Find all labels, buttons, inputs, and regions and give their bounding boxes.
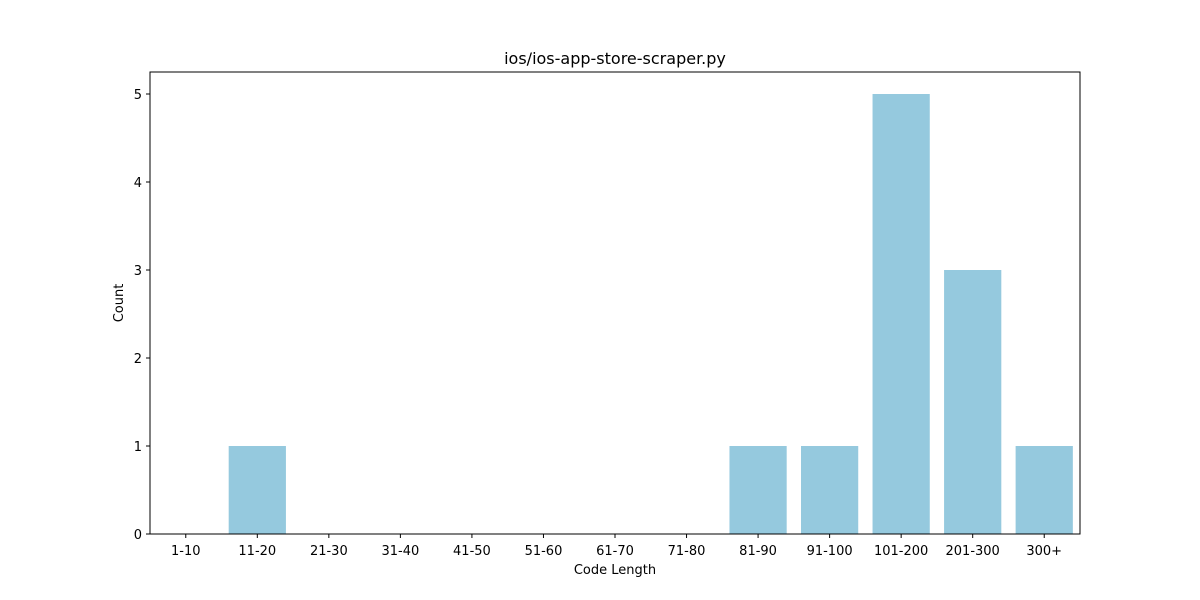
y-tick-label: 1 — [134, 440, 142, 455]
bar-81-90 — [729, 446, 787, 534]
y-tick-label: 2 — [134, 352, 142, 367]
bar-201-300 — [944, 270, 1002, 534]
plot-frame — [149, 71, 1081, 535]
x-tick-label: 91-100 — [807, 544, 853, 559]
x-tick-label: 31-40 — [381, 544, 419, 559]
x-tick-label: 51-60 — [525, 544, 563, 559]
x-axis-ticks: 1-10 11-20 21-30 31-40 41-50 51-60 61-70 71-80 8… — [171, 534, 1062, 559]
y-tick-label: 5 — [134, 88, 142, 103]
x-tick-label: 61-70 — [596, 544, 634, 559]
x-tick-label: 1-10 — [171, 544, 201, 559]
y-tick-label: 3 — [134, 264, 142, 279]
bar-101-200 — [872, 94, 930, 534]
bars-group — [228, 94, 1073, 534]
x-tick-label: 21-30 — [310, 544, 348, 559]
y-tick-label: 4 — [134, 176, 142, 191]
x-tick-label: 101-200 — [874, 544, 928, 559]
x-tick-label: 41-50 — [453, 544, 491, 559]
y-axis-label: Count — [112, 284, 127, 323]
x-tick-label: 201-300 — [946, 544, 1000, 559]
bar-11-20 — [228, 446, 286, 534]
x-tick-label: 81-90 — [739, 544, 777, 559]
bar-300+ — [1015, 446, 1073, 534]
y-axis-ticks: 0 1 2 3 4 5 — [134, 88, 150, 543]
chart-title: ios/ios-app-store-scraper.py — [504, 49, 726, 68]
x-tick-label: 300+ — [1026, 544, 1062, 559]
x-axis-label: Code Length — [574, 563, 656, 578]
x-tick-label: 71-80 — [668, 544, 706, 559]
x-tick-label: 11-20 — [238, 544, 276, 559]
bar-91-100 — [801, 446, 859, 534]
y-tick-label: 0 — [134, 528, 142, 543]
